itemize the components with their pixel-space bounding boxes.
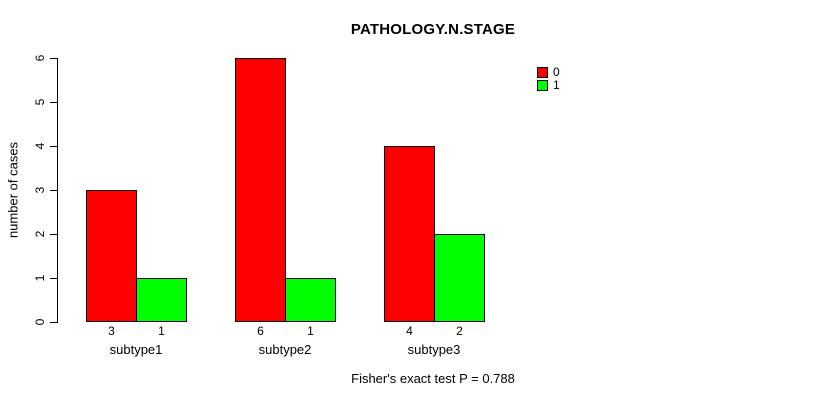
bar-subtype1-series0 (86, 190, 137, 322)
y-tick-label: 3 (33, 186, 47, 194)
bar-subtype3-series0 (384, 146, 435, 322)
legend-swatch-0 (537, 66, 548, 78)
y-tick-label: 1 (33, 274, 47, 282)
y-tick-label: 5 (33, 98, 47, 106)
y-tick-mark (50, 58, 57, 59)
legend-item-0: 0 (537, 66, 560, 78)
legend-swatch-1 (537, 79, 548, 91)
bar-subtype1-series1 (136, 278, 187, 322)
y-tick-mark (50, 190, 57, 191)
bar-count-label: 2 (456, 324, 463, 338)
bar-count-label: 4 (406, 324, 413, 338)
bar-subtype3-series1 (434, 234, 485, 322)
category-label-subtype3: subtype3 (407, 342, 461, 357)
chart-title: PATHOLOGY.N.STAGE (350, 21, 516, 38)
bar-count-label: 3 (108, 324, 115, 338)
legend-label: 0 (553, 65, 560, 79)
y-tick-label: 2 (33, 230, 47, 238)
category-label-subtype2: subtype2 (258, 342, 312, 357)
legend-label: 1 (553, 78, 560, 92)
bar-count-label: 1 (158, 324, 165, 338)
y-tick-mark (50, 234, 57, 235)
y-axis-line (57, 58, 58, 323)
y-tick-label: 0 (33, 318, 47, 326)
y-tick-label: 4 (33, 142, 47, 150)
y-tick-mark (50, 102, 57, 103)
y-tick-label: 6 (33, 54, 47, 62)
fisher-test-note: Fisher's exact test P = 0.788 (351, 371, 515, 386)
y-tick-mark (50, 322, 57, 323)
category-label-subtype1: subtype1 (109, 342, 163, 357)
bar-subtype2-series0 (235, 58, 286, 322)
bar-count-label: 6 (257, 324, 264, 338)
bar-subtype2-series1 (285, 278, 336, 322)
bar-count-label: 1 (307, 324, 314, 338)
legend-item-1: 1 (537, 79, 560, 91)
y-axis-title: number of cases (5, 141, 21, 239)
y-tick-mark (50, 146, 57, 147)
y-tick-mark (50, 278, 57, 279)
